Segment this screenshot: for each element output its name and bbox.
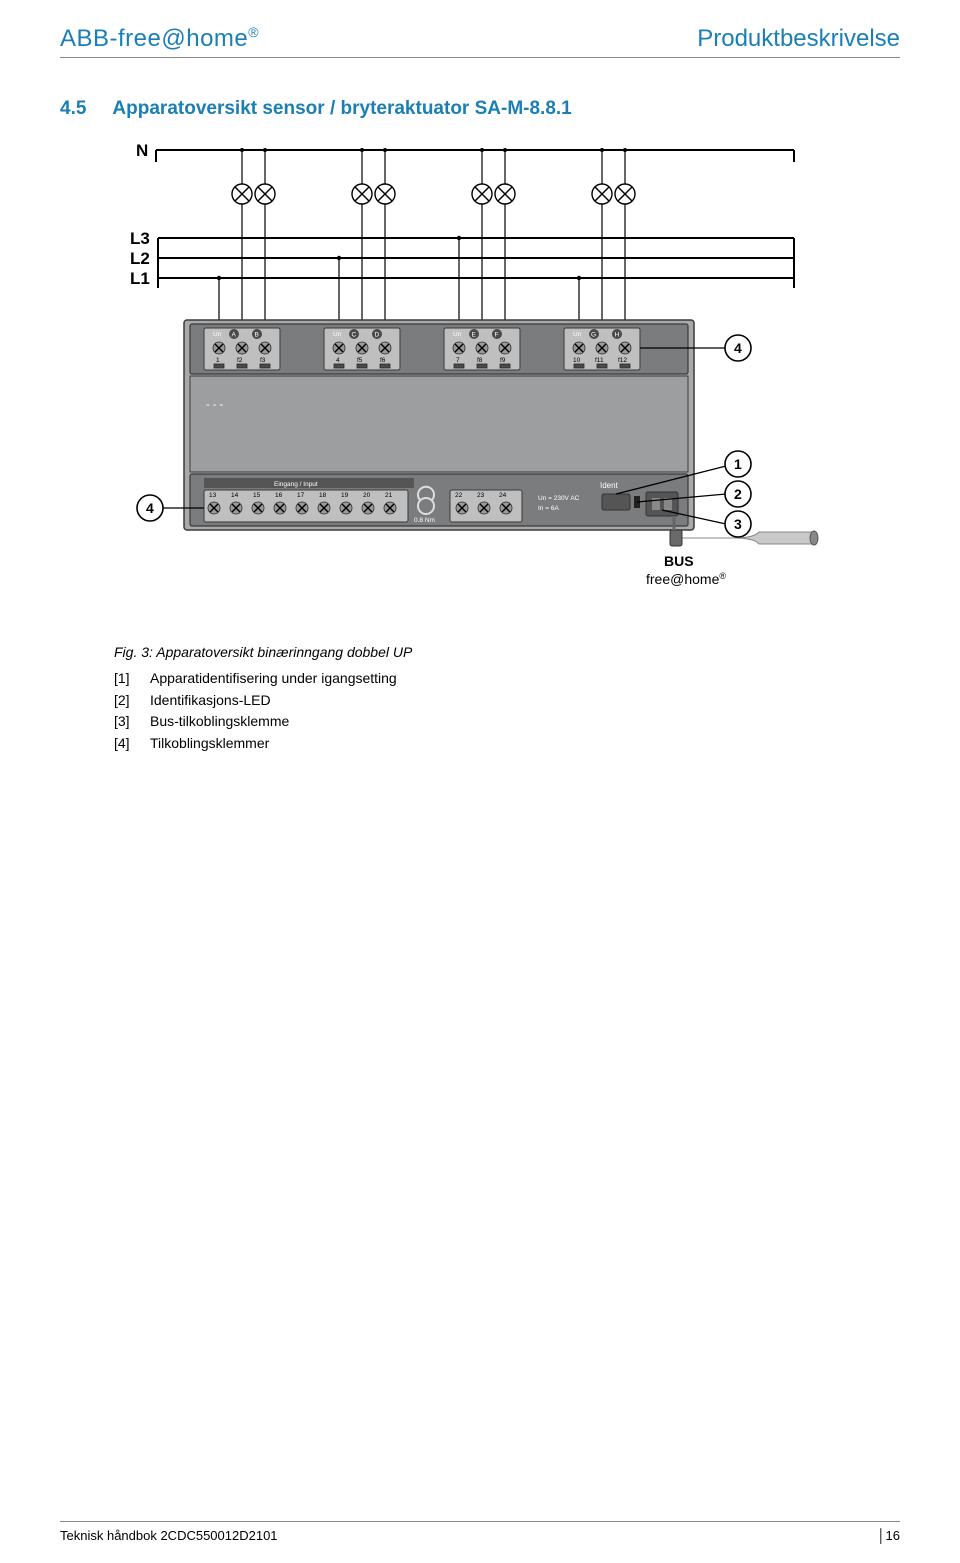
legend-row: [4] Tilkoblingsklemmer [114,733,900,755]
svg-text:22: 22 [455,492,463,499]
ident-label: Ident [600,481,619,490]
svg-text:19: 19 [341,492,349,499]
rail-label-n: N [136,141,148,160]
svg-text:4: 4 [336,357,340,364]
wiring-diagram: N L3 L2 L1 [114,138,834,608]
svg-text:15: 15 [253,492,261,499]
svg-text:H: H [615,332,620,339]
callout-3: 3 [734,516,742,532]
svg-text:f8: f8 [477,357,483,364]
footer-left: Teknisk håndbok 2CDC550012D2101 [60,1528,278,1543]
section-heading: 4.5 Apparatoversikt sensor / bryteraktua… [60,98,900,120]
svg-text:B: B [255,332,259,339]
bottom-terminal-block-left: 13 14 15 16 17 18 19 20 21 [204,490,408,522]
label-dots: - - - [206,399,223,411]
svg-text:Un: Un [333,331,342,338]
svg-text:f6: f6 [380,357,386,364]
rating-line2: In = 6A [538,505,559,512]
page-header: ABB-free@home® Produktbeskrivelse [60,24,900,58]
rail-label-l2: L2 [130,249,150,268]
legend-text: Bus-tilkoblingsklemme [150,711,289,733]
callout-1: 1 [734,456,742,472]
legend-text: Identifikasjons-LED [150,690,271,712]
bus-label: BUS [664,553,694,569]
legend-text: Tilkoblingsklemmer [150,733,269,755]
callout-4-right: 4 [734,340,742,356]
svg-text:C: C [352,332,357,339]
wire-group-2 [337,148,395,320]
svg-text:f3: f3 [260,357,266,364]
svg-text:20: 20 [363,492,371,499]
section-name: Produktbeskrivelse [697,25,900,53]
rail-label-l3: L3 [130,229,150,248]
ident-button [602,494,630,510]
footer-right: │16 [877,1528,900,1543]
legend-row: [1] Apparatidentifisering under igangset… [114,668,900,690]
top-terminal-block-4: Un G H 10 f11 f12 [564,328,640,370]
svg-text:f5: f5 [357,357,363,364]
product-line: ABB-free@home® [60,24,259,53]
figure: N L3 L2 L1 [114,138,900,608]
top-terminal-block-2: Un C D 4 f5 f6 [324,328,400,370]
svg-text:G: G [591,332,596,339]
brand-below: free@home® [646,571,726,587]
svg-text:23: 23 [477,492,485,499]
top-terminal-block-1: Un A B 1 f2 f3 [204,328,280,370]
wire-group-3 [457,148,515,320]
figure-caption: Fig. 3: Apparatoversikt binærinngang dob… [114,644,900,660]
trademark-icon: ® [248,24,259,40]
svg-text:7: 7 [456,357,460,364]
svg-text:f12: f12 [618,357,627,364]
svg-text:f2: f2 [237,357,243,364]
svg-text:Un: Un [573,331,582,338]
svg-text:A: A [232,332,237,339]
svg-text:24: 24 [499,492,507,499]
bottom-terminal-block-mid: 22 23 24 [450,490,522,522]
section-number: 4.5 [60,98,86,120]
page-footer: Teknisk håndbok 2CDC550012D2101 │16 [60,1521,900,1543]
legend-key: [1] [114,668,140,690]
torque-label: 0.8 Nm [414,517,435,524]
section-title: Apparatoversikt sensor / bryteraktuator … [112,98,571,120]
wire-group-4 [577,148,635,320]
legend-key: [3] [114,711,140,733]
svg-text:Un: Un [213,331,222,338]
legend-key: [2] [114,690,140,712]
svg-text:D: D [375,332,380,339]
svg-text:14: 14 [231,492,239,499]
input-strip-label: Eingang / Input [274,481,318,488]
svg-text:f9: f9 [500,357,506,364]
legend-row: [2] Identifikasjons-LED [114,690,900,712]
callout-4-left: 4 [146,500,154,516]
top-terminal-block-3: Un E F 7 f8 f9 [444,328,520,370]
legend-row: [3] Bus-tilkoblingsklemme [114,711,900,733]
figure-legend: [1] Apparatidentifisering under igangset… [114,668,900,755]
legend-text: Apparatidentifisering under igangsetting [150,668,397,690]
svg-text:f11: f11 [595,357,604,364]
svg-text:Un: Un [453,331,462,338]
callout-2: 2 [734,486,742,502]
svg-text:10: 10 [573,357,581,364]
legend-key: [4] [114,733,140,755]
svg-text:17: 17 [297,492,305,499]
svg-text:16: 16 [275,492,283,499]
svg-text:F: F [495,332,499,339]
svg-text:1: 1 [216,357,220,364]
svg-text:21: 21 [385,492,393,499]
svg-text:13: 13 [209,492,217,499]
svg-text:E: E [472,332,477,339]
rail-label-l1: L1 [130,269,150,288]
product-line-text: ABB-free@home [60,25,248,52]
rating-line1: Un = 230V AC [538,495,580,502]
wire-group-1 [217,148,275,320]
svg-text:18: 18 [319,492,327,499]
